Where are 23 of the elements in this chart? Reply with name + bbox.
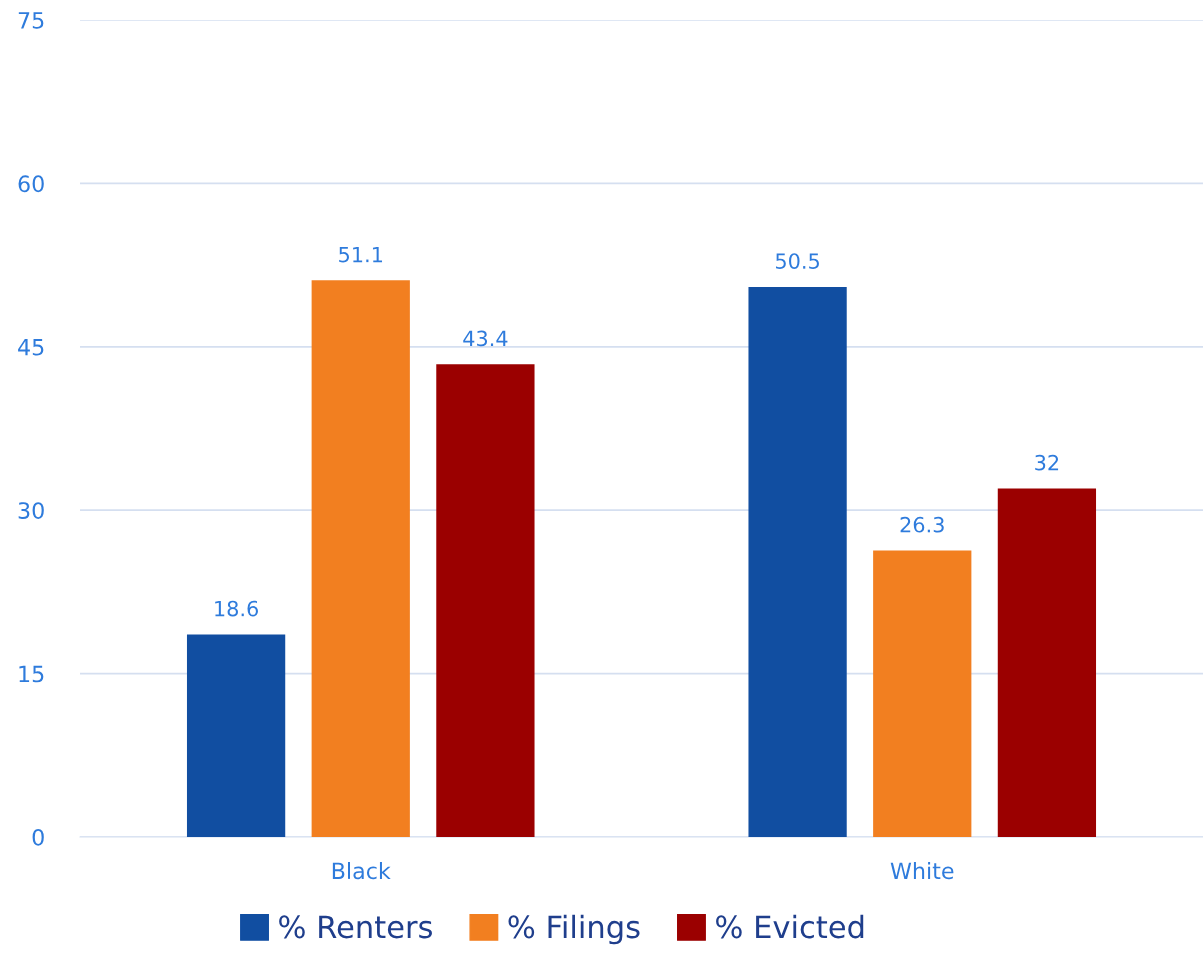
- bar: [436, 364, 535, 837]
- data-label: 50.5: [776, 253, 819, 269]
- y-tick-label: 45: [18, 339, 44, 356]
- bar: [311, 280, 410, 837]
- legend-label: % Evicted: [716, 914, 864, 939]
- bar: [748, 286, 847, 837]
- y-tick-label: 15: [19, 665, 44, 683]
- y-tick-label: 60: [18, 175, 44, 193]
- y-tick-label: 0: [32, 828, 44, 846]
- data-label: 26.3: [900, 516, 944, 533]
- data-label: 18.6: [215, 600, 258, 617]
- legend-label: % Filings: [508, 914, 640, 945]
- y-tick-label: 30: [18, 502, 44, 519]
- data-label: 43.4: [463, 330, 508, 347]
- bar: [186, 634, 286, 837]
- legend-label: % Renters: [279, 915, 432, 939]
- y-tick-label: 75: [18, 12, 44, 29]
- data-label: 32: [1035, 454, 1059, 471]
- x-tick-label: Black: [332, 862, 391, 880]
- bar: [873, 550, 972, 837]
- data-label: 51.1: [339, 246, 383, 263]
- bar: [997, 488, 1097, 837]
- x-tick-label: White: [890, 862, 954, 880]
